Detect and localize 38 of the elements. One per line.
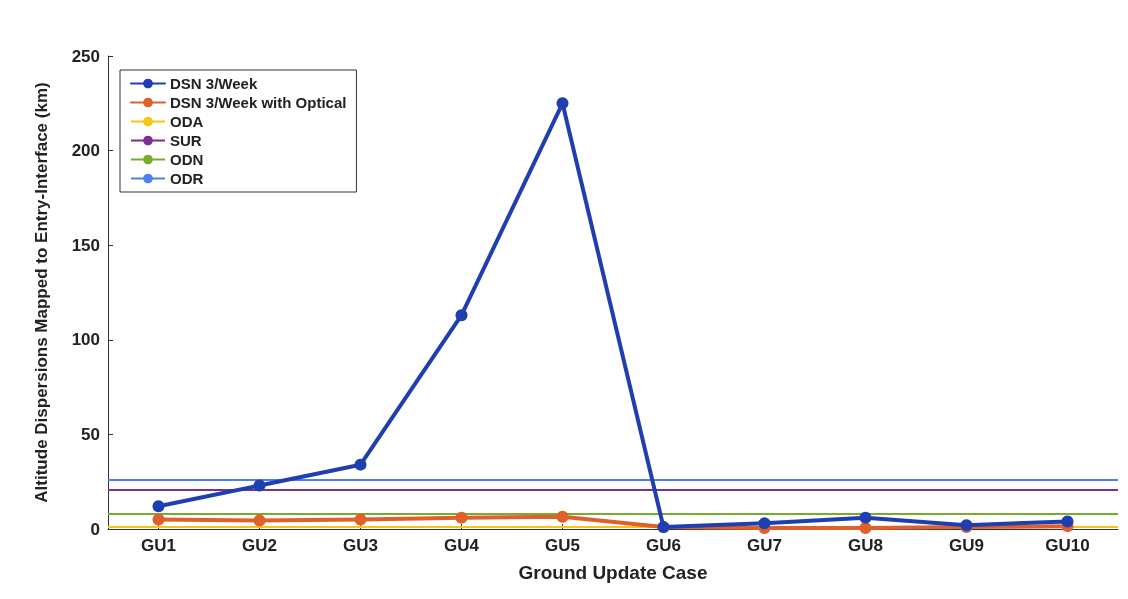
legend-label: DSN 3/Week with Optical [170, 94, 347, 111]
legend-label: ODA [170, 113, 204, 130]
legend-label: ODR [170, 170, 204, 187]
y-tick-label: 50 [81, 424, 100, 444]
point [253, 514, 266, 527]
x-tick-label: GU4 [444, 536, 480, 555]
x-tick-label: GU3 [343, 536, 378, 555]
y-tick-label: 200 [71, 141, 100, 161]
x-tick-label: GU5 [545, 536, 580, 555]
point [1061, 515, 1074, 528]
point [859, 511, 872, 524]
x-tick-label: GU1 [141, 536, 176, 555]
point [859, 522, 872, 535]
point [758, 517, 771, 530]
point [152, 513, 165, 526]
x-tick-label: GU2 [242, 536, 277, 555]
point [152, 500, 165, 513]
x-tick-label: GU6 [646, 536, 681, 555]
x-axis-title: Ground Update Case [518, 562, 708, 583]
x-tick-label: GU7 [747, 536, 782, 555]
legend-label: SUR [170, 132, 202, 149]
y-tick-label: 150 [71, 235, 100, 255]
x-tick-label: GU10 [1045, 536, 1090, 555]
point [556, 510, 569, 523]
x-tick-label: GU9 [949, 536, 984, 555]
y-tick-label: 250 [71, 46, 100, 66]
point [455, 309, 468, 322]
y-tick-label: 0 [90, 519, 100, 539]
legend-label: DSN 3/Week [170, 75, 258, 92]
point [455, 511, 468, 524]
point [354, 513, 367, 526]
y-axis-title: Altitude Dispersions Mapped to Entry-Interface (km) [32, 82, 51, 503]
x-tick-label: GU8 [848, 536, 883, 555]
legend-label: ODN [170, 151, 204, 168]
point [253, 479, 266, 492]
point [354, 458, 367, 471]
point [556, 97, 569, 110]
y-tick-label: 100 [71, 330, 100, 350]
